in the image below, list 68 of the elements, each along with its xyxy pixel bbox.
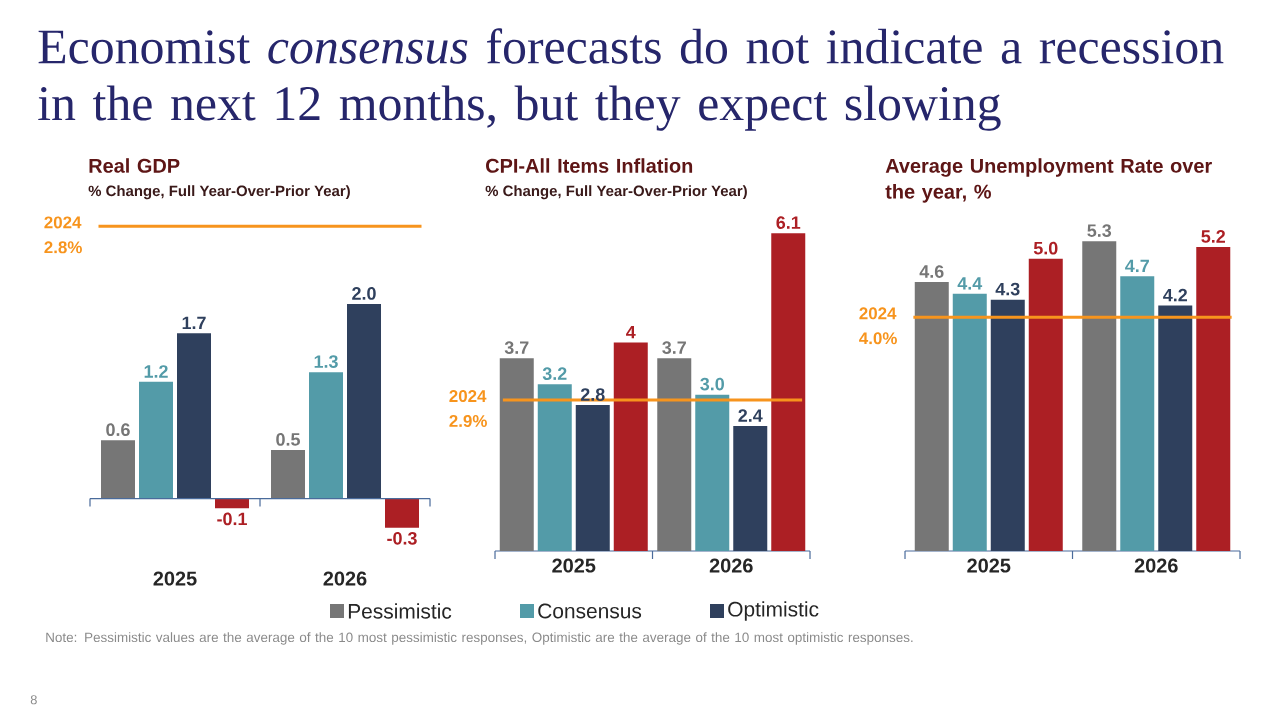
chart-subtitle: % Change, Full Year-Over-Prior Year) [485,185,747,200]
bar [537,384,572,551]
legend-label: Consensus [538,603,642,619]
bar [177,333,211,499]
data-label: 5.0 [1033,241,1058,255]
data-label: 0.6 [106,423,130,437]
data-label: -0.1 [217,512,247,526]
chart-title: Average Unemployment Rate over the year, % [885,158,1212,203]
bar [575,405,610,551]
x-tick-label: 2026 [323,571,367,586]
bar [952,293,987,551]
bar [499,358,534,551]
bar [1028,258,1063,551]
data-label: 3.2 [542,367,567,381]
data-label: 4.3 [995,282,1020,296]
ref-line-label: 2024 2.8% [44,216,82,254]
x-tick-label: 2025 [552,558,596,573]
x-tick-label: 2026 [709,558,753,573]
bar [1158,305,1193,551]
bar [613,342,648,551]
bar [1196,247,1231,551]
chart-title: CPI-All Items Inflation [486,158,693,173]
data-label: 1.7 [182,316,206,330]
bar [385,498,419,528]
data-label: 3.7 [504,341,529,354]
bar [309,372,343,499]
chart-title: Real GDP [89,158,180,173]
bar [990,299,1025,551]
x-tick-label: 2025 [967,558,1011,573]
bar [139,381,173,499]
legend-label: Optimistic [728,601,819,621]
data-label: 2.0 [352,287,376,300]
bar [733,425,768,551]
x-tick-label: 2026 [1134,558,1178,573]
ref-line-label: 2024 2.9% [449,390,487,427]
data-label: -0.3 [387,531,417,545]
data-label: 2.4 [738,409,763,422]
bar [1120,276,1155,551]
data-label: 4.7 [1125,259,1149,273]
bar [271,449,305,499]
data-label: 3.0 [700,377,724,391]
data-label: 4.6 [919,265,944,278]
bar [914,282,949,551]
bar [347,304,381,499]
data-label: 2.8 [580,388,605,401]
data-label: 5.2 [1201,230,1226,243]
text: Economist consensus forecasts do not indicate a recession in the next 12 months, but they expect slowing [38,28,1224,131]
bar [1082,241,1117,551]
data-label: 4.2 [1163,288,1188,302]
data-label: 6.1 [776,216,801,229]
data-label: 1.2 [144,365,168,378]
data-label: 3.7 [662,341,686,354]
data-label: 0.5 [276,433,300,446]
bar [695,394,730,551]
data-label: 4.4 [957,277,983,290]
text: 8 [30,695,37,705]
bar [215,498,249,509]
bar [657,358,692,551]
data-label: 5.3 [1087,224,1112,237]
x-tick-label: 2025 [153,571,197,586]
data-label: 1.3 [314,355,338,368]
bar [101,440,135,499]
legend-label: Pessimistic [348,603,452,619]
ref-line-label: 2024 4.0% [859,307,897,345]
data-label: 4 [626,326,636,339]
chart-subtitle: % Change, Full Year-Over-Prior Year) [88,185,350,200]
bar [771,233,806,551]
text: Note: Pessimistic values are the average of the 10 most pessimistic responses, Optimistic are the average of the 10 most optimistic responses. [46,632,913,645]
